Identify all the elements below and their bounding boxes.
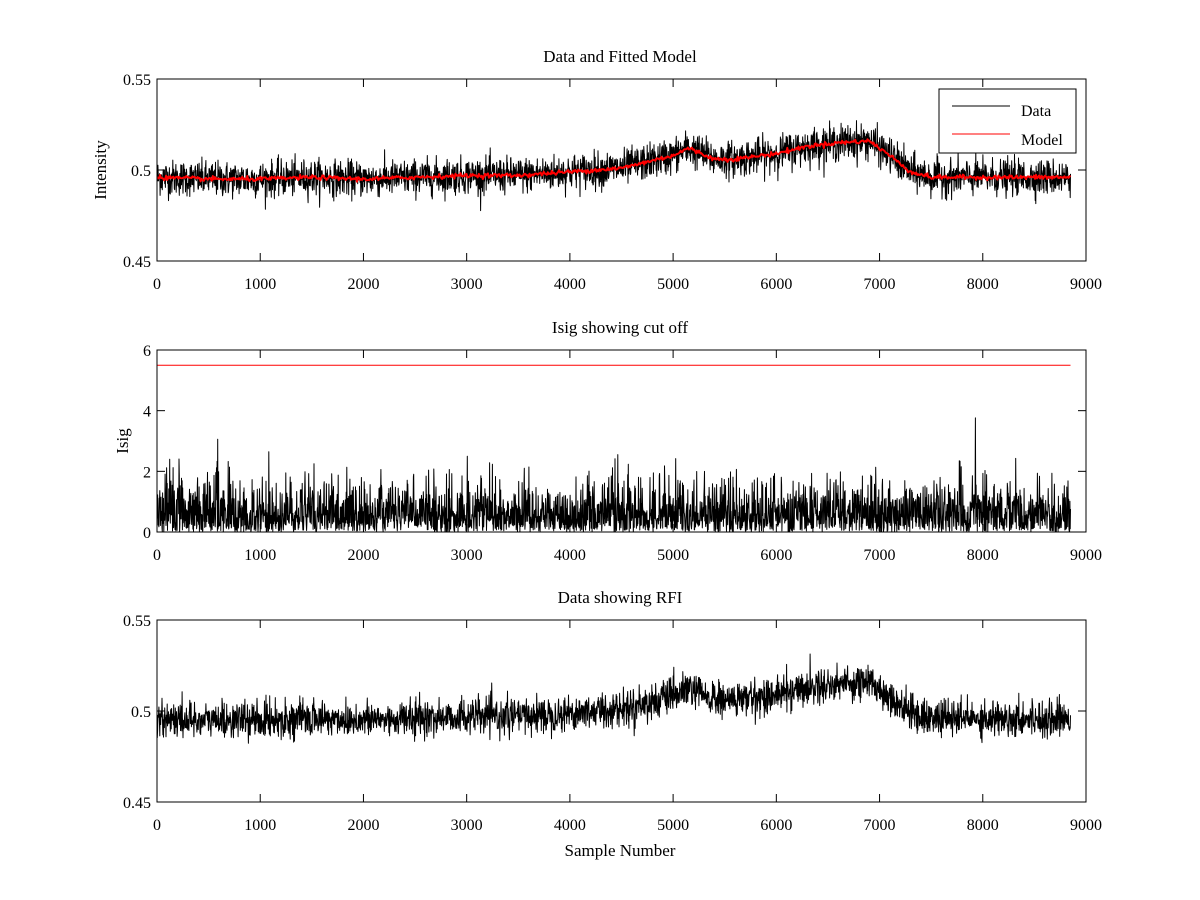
subplot-1-title: Data and Fitted Model bbox=[543, 47, 697, 66]
subplot-1-ticks: 0 1000 2000 3000 4000 5000 6000 7000 8000 9000 0.4… bbox=[123, 72, 1102, 293]
x-tick-label: 8000 bbox=[967, 547, 999, 564]
x-tick-label: 9000 bbox=[1070, 817, 1102, 834]
y-tick-label: 0.45 bbox=[123, 795, 151, 812]
subplot-2-title: Isig showing cut off bbox=[552, 318, 688, 337]
x-tick-label: 7000 bbox=[864, 547, 896, 564]
y-tick-label: 0.5 bbox=[131, 704, 151, 721]
x-tick-label: 6000 bbox=[760, 817, 792, 834]
x-tick-label: 2000 bbox=[347, 547, 379, 564]
subplot-1-ylabel: Intensity bbox=[91, 140, 110, 200]
x-tick-label: 4000 bbox=[554, 547, 586, 564]
subplot-1: 0 1000 2000 3000 4000 5000 6000 7000 8000 9000 0.4… bbox=[91, 47, 1102, 293]
x-tick-label: 0 bbox=[153, 817, 161, 834]
subplot-2-ylabel: Isig bbox=[113, 428, 132, 454]
y-tick-label: 0 bbox=[143, 525, 151, 542]
legend-model-label: Model bbox=[1021, 132, 1063, 149]
subplot-2: 0 1000 2000 3000 4000 5000 6000 7000 8000 9000 0 2 4… bbox=[113, 318, 1102, 564]
x-tick-label: 6000 bbox=[760, 547, 792, 564]
y-tick-label: 0.5 bbox=[131, 163, 151, 180]
x-tick-label: 9000 bbox=[1070, 276, 1102, 293]
x-tick-label: 8000 bbox=[967, 276, 999, 293]
x-tick-label: 3000 bbox=[451, 276, 483, 293]
subplot-1-series-data bbox=[157, 120, 1071, 212]
y-tick-label: 0.45 bbox=[123, 254, 151, 271]
subplot-2-ticks: 0 1000 2000 3000 4000 5000 6000 7000 8000 9000 0 2 4… bbox=[143, 343, 1102, 564]
legend: Data Model bbox=[938, 88, 1077, 154]
x-tick-label: 0 bbox=[153, 276, 161, 293]
x-tick-label: 5000 bbox=[657, 547, 689, 564]
subplot-2-series-line-1 bbox=[157, 417, 1071, 532]
subplot-1-series bbox=[157, 120, 1072, 212]
subplot-3-title: Data showing RFI bbox=[558, 588, 683, 607]
x-tick-label: 2000 bbox=[347, 817, 379, 834]
x-tick-label: 7000 bbox=[864, 817, 896, 834]
y-tick-label: 2 bbox=[143, 464, 151, 481]
x-tick-label: 5000 bbox=[657, 276, 689, 293]
legend-data-label: Data bbox=[1021, 103, 1051, 120]
x-tick-label: 7000 bbox=[864, 276, 896, 293]
x-tick-label: 1000 bbox=[244, 547, 276, 564]
x-tick-label: 4000 bbox=[554, 276, 586, 293]
y-tick-label: 0.55 bbox=[123, 72, 151, 89]
subplot-3: 0 1000 2000 3000 4000 5000 6000 7000 8000 9000 0.4… bbox=[123, 588, 1102, 860]
y-tick-label: 0.55 bbox=[123, 613, 151, 630]
x-tick-label: 3000 bbox=[451, 547, 483, 564]
subplot-3-series bbox=[157, 653, 1071, 744]
subplot-2-axes-box bbox=[156, 349, 1087, 533]
subplot-1-series-model bbox=[157, 138, 1072, 183]
x-tick-label: 1000 bbox=[244, 276, 276, 293]
x-tick-label: 2000 bbox=[347, 276, 379, 293]
subplot-3-series-line-1 bbox=[157, 653, 1071, 744]
subplot-3-ticks: 0 1000 2000 3000 4000 5000 6000 7000 8000 9000 0.4… bbox=[123, 613, 1102, 834]
x-tick-label: 9000 bbox=[1070, 547, 1102, 564]
y-tick-label: 4 bbox=[143, 404, 151, 421]
x-tick-label: 0 bbox=[153, 547, 161, 564]
x-tick-label: 1000 bbox=[244, 817, 276, 834]
legend-box bbox=[938, 88, 1077, 154]
subplot-2-series bbox=[157, 364, 1071, 532]
x-tick-label: 4000 bbox=[554, 817, 586, 834]
subplot-3-xlabel: Sample Number bbox=[565, 841, 676, 860]
x-tick-label: 8000 bbox=[967, 817, 999, 834]
y-tick-label: 6 bbox=[143, 343, 151, 360]
x-tick-label: 3000 bbox=[451, 817, 483, 834]
x-tick-label: 6000 bbox=[760, 276, 792, 293]
x-tick-label: 5000 bbox=[657, 817, 689, 834]
